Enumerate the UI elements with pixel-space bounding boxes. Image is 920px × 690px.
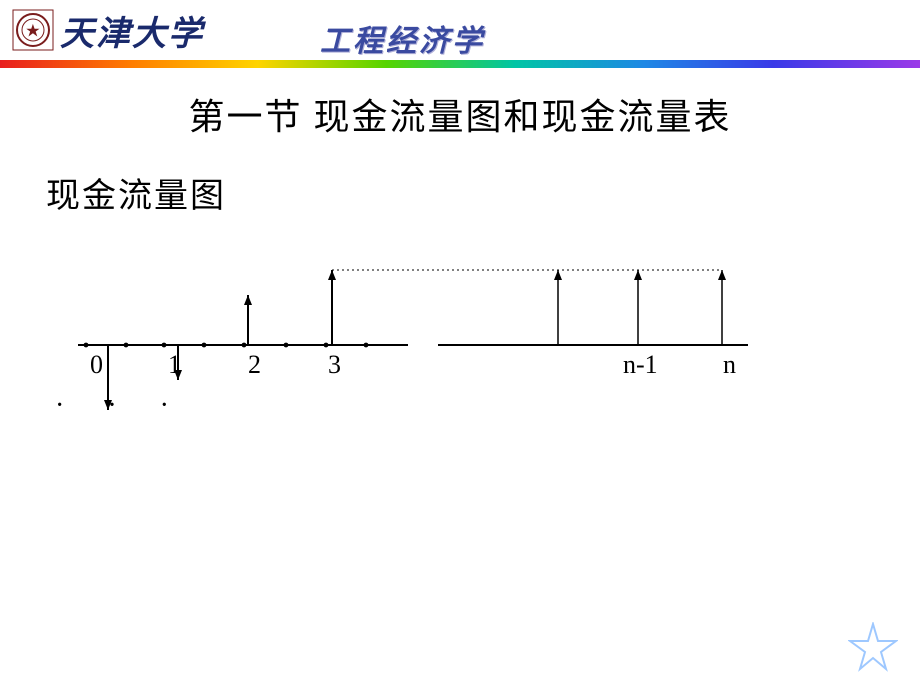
svg-text:3: 3 (328, 350, 341, 379)
svg-text:2: 2 (248, 350, 261, 379)
subsection-title: 现金流量图 (46, 168, 920, 217)
slide-header: 天津大学 工程经济学 (0, 0, 920, 60)
course-title: 工程经济学 (320, 16, 485, 60)
section-title: 第一节 现金流量图和现金流量表 (0, 88, 920, 140)
university-logo-icon (12, 9, 54, 51)
ellipsis-dots: · · · (55, 390, 187, 422)
university-name: 天津大学 (60, 6, 204, 55)
logo-block: 天津大学 (0, 6, 204, 55)
rainbow-divider (0, 60, 920, 68)
svg-text:1: 1 (168, 350, 181, 379)
svg-text:n-1: n-1 (623, 350, 658, 379)
svg-text:n: n (723, 350, 736, 379)
nav-star-icon[interactable] (848, 622, 898, 672)
svg-text:0: 0 (90, 350, 103, 379)
